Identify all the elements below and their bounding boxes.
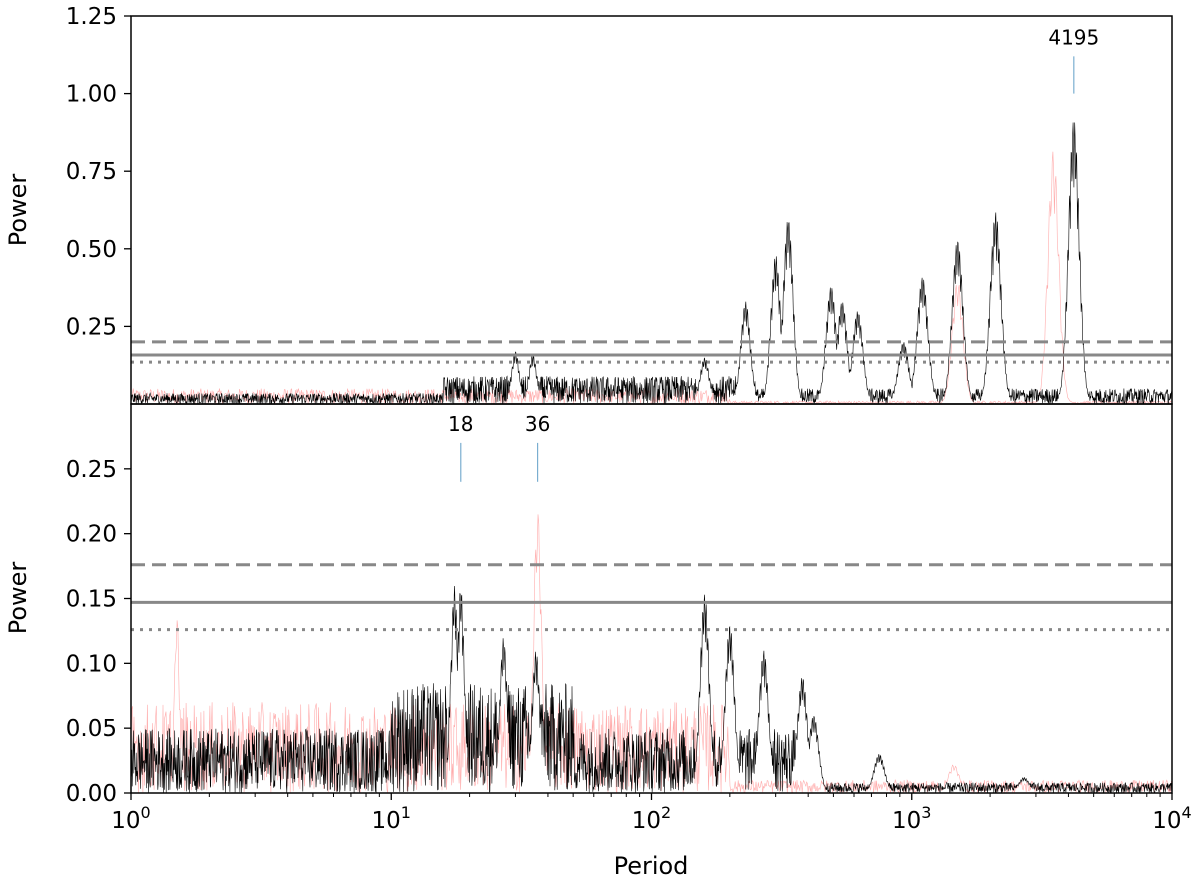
bottom-panel: 18 36 0.250.200.150.100.050.00 100 101 102 1…	[4, 403, 1192, 880]
bottom-y-ticks: 0.25 0.20 0.15 0.10 0.05 0.00	[66, 457, 131, 807]
bottom-y-tick-label: 0.10	[66, 651, 117, 677]
x-tick-label: 100	[111, 803, 150, 834]
bottom-y-tick-label: 0.25	[66, 457, 117, 483]
x-tick-label: 103	[892, 803, 931, 834]
bottom-series-primary	[130, 585, 1173, 794]
bottom-y-axis-title: Power	[4, 562, 32, 635]
bottom-y-tick-label: 0.15	[66, 587, 117, 613]
top-annotations-group: 4195	[1048, 25, 1099, 94]
bottom-series-group	[130, 514, 1173, 794]
bottom-y-tick-label: 0.20	[66, 522, 117, 548]
top-thresholds-group	[131, 340, 1172, 364]
top-y-tick-label: 0.25	[66, 314, 117, 340]
top-annotation-label: 4195	[1048, 25, 1099, 49]
top-y-tick-label: 0.75	[66, 159, 117, 185]
bottom-x-ticks: 100 101 102 103 104	[111, 793, 1192, 834]
top-plot-frame	[130, 15, 1173, 405]
bottom-annotations-group: 18 36	[448, 412, 550, 482]
bottom-annotation-label: 18	[448, 412, 473, 436]
top-y-tick-label: 1.00	[66, 82, 117, 108]
top-y-axis-title: Power	[4, 174, 32, 247]
bottom-annotation-label: 36	[525, 412, 550, 436]
bottom-thresholds-group	[131, 563, 1172, 632]
x-tick-label: 101	[372, 803, 411, 834]
bottom-y-tick-label: 0.00	[66, 781, 117, 807]
x-tick-label: 102	[632, 803, 671, 834]
top-y-tick-label: 0.50	[66, 237, 117, 263]
x-tick-label: 104	[1152, 803, 1191, 834]
top-y-tick-label: 1.25	[66, 4, 117, 30]
top-panel: 4195 1.25 1.00 0.75 0.50 0.25 Power	[4, 4, 1173, 406]
x-axis-title: Period	[614, 852, 689, 880]
bottom-y-tick-label: 0.05	[66, 716, 117, 742]
top-y-ticks: 1.25 1.00 0.75 0.50 0.25	[66, 4, 131, 340]
top-series-secondary	[130, 151, 1172, 406]
top-series-primary	[130, 122, 1173, 406]
